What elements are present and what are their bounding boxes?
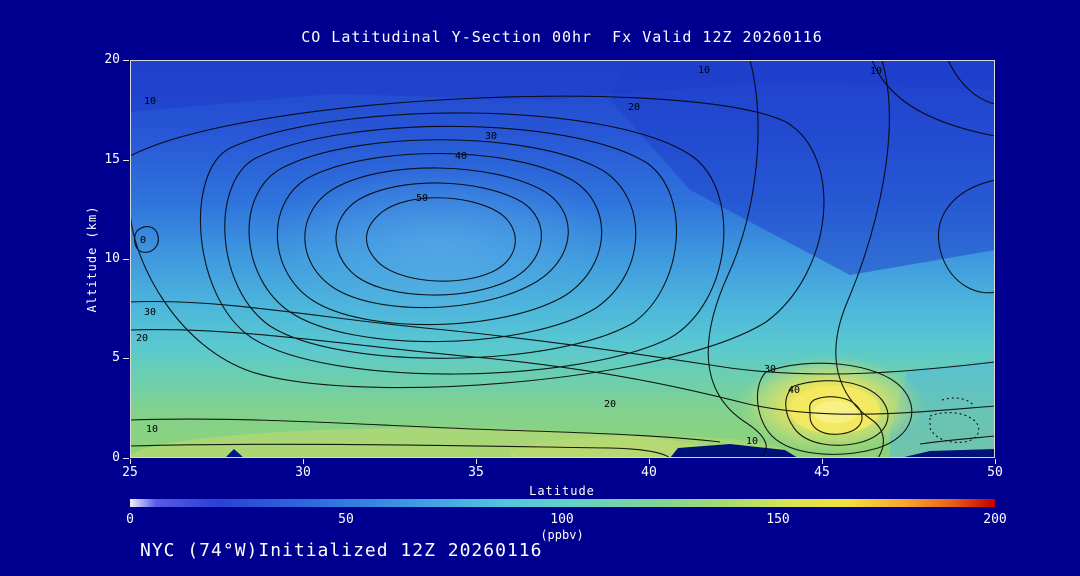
contour-label-10: 10 xyxy=(146,424,158,435)
contour-line xyxy=(276,152,603,326)
colorbar-tick-label: 100 xyxy=(550,512,574,527)
y-tick-label: 15 xyxy=(104,152,120,167)
contour-label-10: 10 xyxy=(144,96,156,107)
x-axis-label: Latitude xyxy=(529,484,595,498)
y-tick-label: 10 xyxy=(104,251,120,266)
contour-line xyxy=(809,396,863,435)
x-tick-mark xyxy=(995,459,996,464)
colorbar xyxy=(130,499,995,507)
contour-line xyxy=(938,179,995,294)
y-tick-mark xyxy=(123,160,129,161)
contour-label-20: 20 xyxy=(604,399,616,410)
low-co-patch xyxy=(225,449,244,458)
contour-line xyxy=(224,125,677,359)
high-co-blob-peak xyxy=(813,401,857,423)
contour-line xyxy=(707,60,767,458)
contour-label-10: 10 xyxy=(870,66,882,77)
x-tick-label: 25 xyxy=(122,465,138,480)
colorbar-tick-label: 0 xyxy=(126,512,134,527)
contour-line xyxy=(304,167,569,309)
x-tick-mark xyxy=(476,459,477,464)
low-co-patch xyxy=(670,444,798,458)
contour-line xyxy=(130,418,721,443)
y-tick-mark xyxy=(123,60,129,61)
colorbar-units-label: (ppbv) xyxy=(540,528,584,542)
contour-fill-layers xyxy=(130,60,995,458)
contour-label-20: 20 xyxy=(628,102,640,113)
contour-labels: 10 10 10 20 30 40 50 0 30 20 10 20 10 30… xyxy=(136,65,882,447)
plot-frame xyxy=(130,60,995,458)
contour-line xyxy=(133,226,159,253)
contour-label-10: 10 xyxy=(746,436,758,447)
x-tick-mark xyxy=(649,459,650,464)
contour-label-40: 40 xyxy=(788,385,800,396)
y-tick-label: 5 xyxy=(112,350,120,365)
x-tick-label: 35 xyxy=(468,465,484,480)
contour-line xyxy=(199,112,725,375)
contour-line xyxy=(871,60,995,137)
upper-right-band-fill xyxy=(610,60,995,275)
chart-title: CO Latitudinal Y-Section 00hr Fx Valid 1… xyxy=(301,28,823,46)
x-tick-label: 45 xyxy=(814,465,830,480)
y-tick-label: 0 xyxy=(112,450,120,465)
contour-plot: 10 10 10 20 30 40 50 0 30 20 10 20 10 30… xyxy=(130,60,995,458)
contour-line xyxy=(785,380,889,446)
contour-label-30: 30 xyxy=(485,131,497,142)
colorbar-tick-label: 50 xyxy=(338,512,354,527)
x-tick-label: 30 xyxy=(295,465,311,480)
contour-label-0: 0 xyxy=(140,235,146,246)
contour-line xyxy=(130,329,995,415)
low-co-patch xyxy=(900,449,995,458)
contour-label-20: 20 xyxy=(136,333,148,344)
y-tick-mark xyxy=(123,458,129,459)
y-tick-label: 20 xyxy=(104,52,120,67)
contour-label-30: 30 xyxy=(764,364,776,375)
contour-label-40: 40 xyxy=(455,151,467,162)
x-tick-label: 50 xyxy=(987,465,1003,480)
contour-label-10: 10 xyxy=(698,65,710,76)
contour-line-dashed xyxy=(941,397,975,407)
contour-line xyxy=(835,60,890,458)
contour-line xyxy=(919,435,995,445)
x-tick-mark xyxy=(822,459,823,464)
contour-line xyxy=(130,443,671,458)
contour-label-30: 30 xyxy=(144,307,156,318)
contour-line xyxy=(130,95,825,389)
contour-line xyxy=(756,362,913,455)
contour-line xyxy=(947,60,995,105)
colorbar-tick-label: 200 xyxy=(983,512,1007,527)
y-tick-mark xyxy=(123,358,129,359)
colorbar-tick-label: 150 xyxy=(766,512,790,527)
y-tick-mark xyxy=(123,259,129,260)
contour-lines xyxy=(130,60,995,458)
x-tick-mark xyxy=(130,459,131,464)
contour-line xyxy=(335,182,542,296)
x-tick-mark xyxy=(303,459,304,464)
contour-line xyxy=(248,139,637,343)
surface-band-fill xyxy=(130,428,730,458)
footer-caption: NYC (74°W)Initialized 12Z 20260116 xyxy=(140,540,543,561)
contour-line-dashed xyxy=(929,412,980,443)
center-core-fill xyxy=(265,165,615,325)
contour-label-50: 50 xyxy=(416,193,428,204)
contour-line xyxy=(130,300,995,375)
x-tick-label: 40 xyxy=(641,465,657,480)
contour-line xyxy=(365,197,516,282)
